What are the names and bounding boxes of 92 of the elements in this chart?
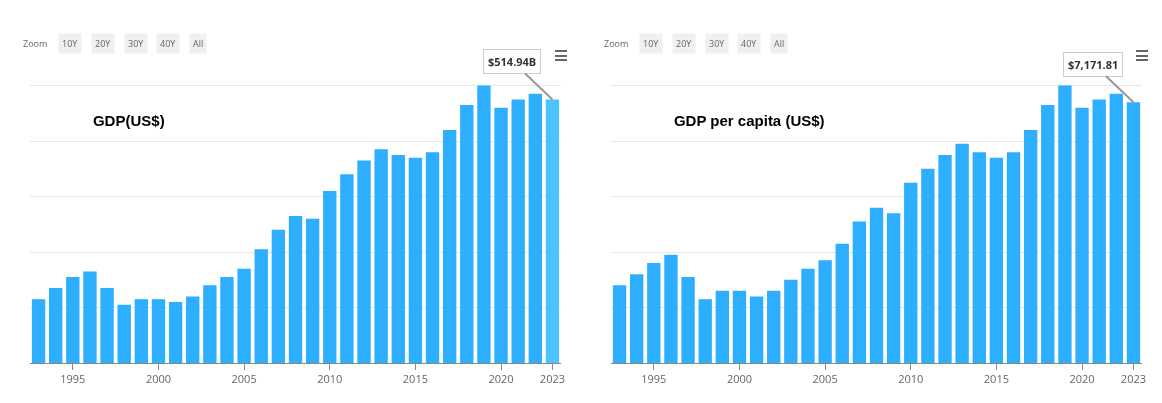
text: 20Y	[95, 37, 112, 50]
bar	[168, 301, 183, 363]
bar	[698, 299, 712, 363]
bar	[117, 304, 131, 363]
bar	[818, 260, 832, 363]
x-tick-label: 1995	[60, 371, 86, 387]
x-tick-label: 2010	[317, 371, 343, 387]
bar	[869, 207, 884, 363]
bar	[630, 274, 644, 363]
bar	[271, 229, 286, 363]
bar	[612, 285, 627, 363]
bar	[801, 268, 815, 363]
bar	[340, 174, 354, 363]
bar	[305, 218, 320, 363]
bar	[681, 276, 695, 363]
bar	[100, 288, 114, 363]
bar	[134, 299, 149, 363]
bar	[938, 154, 952, 363]
bar	[494, 107, 508, 363]
bar	[425, 152, 440, 363]
x-tick-label: 2020	[488, 371, 514, 387]
bar	[254, 249, 268, 363]
bar	[1058, 85, 1072, 363]
annotation: $7,171.81	[1068, 57, 1119, 72]
text: All	[193, 37, 204, 50]
bar	[151, 299, 166, 363]
x-tick-label: 2023	[539, 371, 566, 387]
bar	[203, 285, 217, 363]
text: 30Y	[128, 37, 145, 50]
x-tick-label: 2015	[402, 371, 428, 387]
bar	[357, 160, 371, 363]
bar	[323, 190, 337, 363]
x-tick-label: 2023	[1120, 371, 1147, 387]
bar	[288, 215, 303, 363]
text: All	[774, 37, 785, 50]
bar	[66, 276, 80, 363]
text: Zoom	[604, 37, 629, 50]
bar	[477, 85, 491, 363]
bar	[835, 243, 849, 363]
bar	[904, 182, 918, 363]
bar	[49, 288, 63, 363]
bar	[1092, 99, 1106, 363]
bar	[647, 263, 661, 363]
bar	[408, 157, 423, 363]
bar	[955, 143, 969, 363]
x-tick-label: 2005	[812, 371, 838, 387]
bar	[1041, 104, 1055, 363]
bar	[31, 299, 46, 363]
text: 20Y	[676, 37, 693, 50]
x-tick-label: 2000	[145, 371, 172, 387]
x-tick-label: 2020	[1069, 371, 1095, 387]
x-tick-label: 1995	[641, 371, 667, 387]
bar	[237, 268, 251, 363]
bar	[391, 154, 405, 363]
x-tick-label: 2000	[726, 371, 753, 387]
bar	[732, 290, 747, 363]
bar	[83, 271, 97, 363]
text: GDP per capita (US$)	[673, 112, 825, 130]
bar	[186, 296, 200, 363]
x-tick-label: 2010	[898, 371, 924, 387]
bar	[989, 157, 1004, 363]
bar	[220, 276, 234, 363]
bar	[664, 254, 678, 363]
bar	[1126, 102, 1141, 363]
bar	[528, 93, 542, 363]
bar	[460, 104, 474, 363]
text: 30Y	[709, 37, 726, 50]
bar	[511, 99, 525, 363]
bar	[442, 129, 457, 363]
bar	[767, 290, 781, 363]
bar	[545, 99, 560, 363]
bar	[1006, 152, 1021, 363]
text: 10Y	[643, 37, 660, 50]
text: GDP(US$)	[92, 112, 165, 130]
bar	[784, 279, 798, 363]
bar	[852, 221, 867, 363]
bar	[886, 213, 901, 363]
text: 10Y	[62, 37, 79, 50]
bar	[374, 149, 388, 363]
text: 40Y	[160, 37, 177, 50]
bar	[1075, 107, 1089, 363]
bar	[1023, 129, 1038, 363]
bar	[715, 290, 730, 363]
bar	[921, 168, 935, 363]
annotation: $514.94B	[488, 54, 537, 69]
x-tick-label: 2015	[983, 371, 1009, 387]
text: 40Y	[741, 37, 758, 50]
text: Zoom	[23, 37, 48, 50]
bar	[1109, 93, 1123, 363]
x-tick-label: 2005	[231, 371, 257, 387]
bar	[972, 152, 986, 363]
bar	[749, 296, 764, 363]
